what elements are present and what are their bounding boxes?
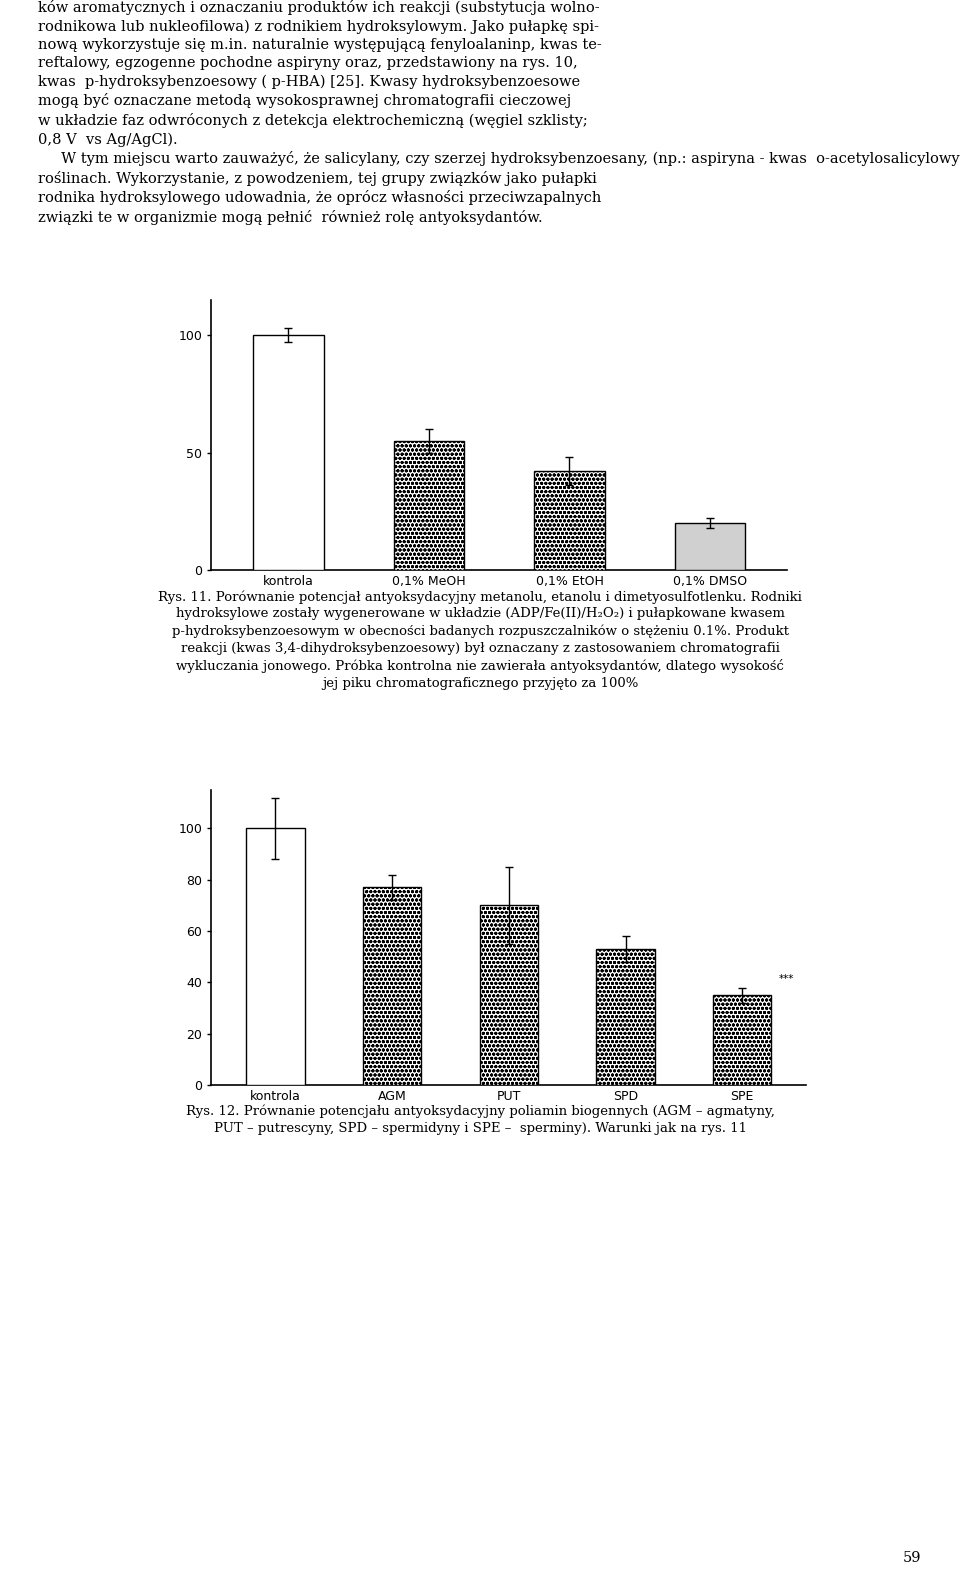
Bar	[535, 471, 605, 569]
Bar	[596, 948, 655, 1085]
Bar	[363, 888, 421, 1085]
Text: Rys. 12. Prównanie potencjału antyoksydacyjny poliamin biogennych (AGM – agmatyn: Rys. 12. Prównanie potencjału antyoksyda…	[185, 1105, 775, 1136]
Text: ków aromatycznych i oznaczaniu produktów ich reakcji (substytucja wolno-
rodniko: ków aromatycznych i oznaczaniu produktów…	[38, 0, 960, 225]
Text: ***: ***	[779, 974, 794, 983]
Bar	[394, 441, 464, 569]
Text: Rys. 11. Porównanie potencjał antyoksydacyjny metanolu, etanolu i dimetyosulfotl: Rys. 11. Porównanie potencjał antyoksyda…	[158, 590, 802, 690]
Bar	[713, 996, 772, 1085]
Bar	[253, 335, 324, 569]
Bar	[246, 828, 304, 1085]
Bar	[675, 523, 745, 569]
Bar	[480, 906, 538, 1085]
Text: 59: 59	[903, 1551, 922, 1565]
